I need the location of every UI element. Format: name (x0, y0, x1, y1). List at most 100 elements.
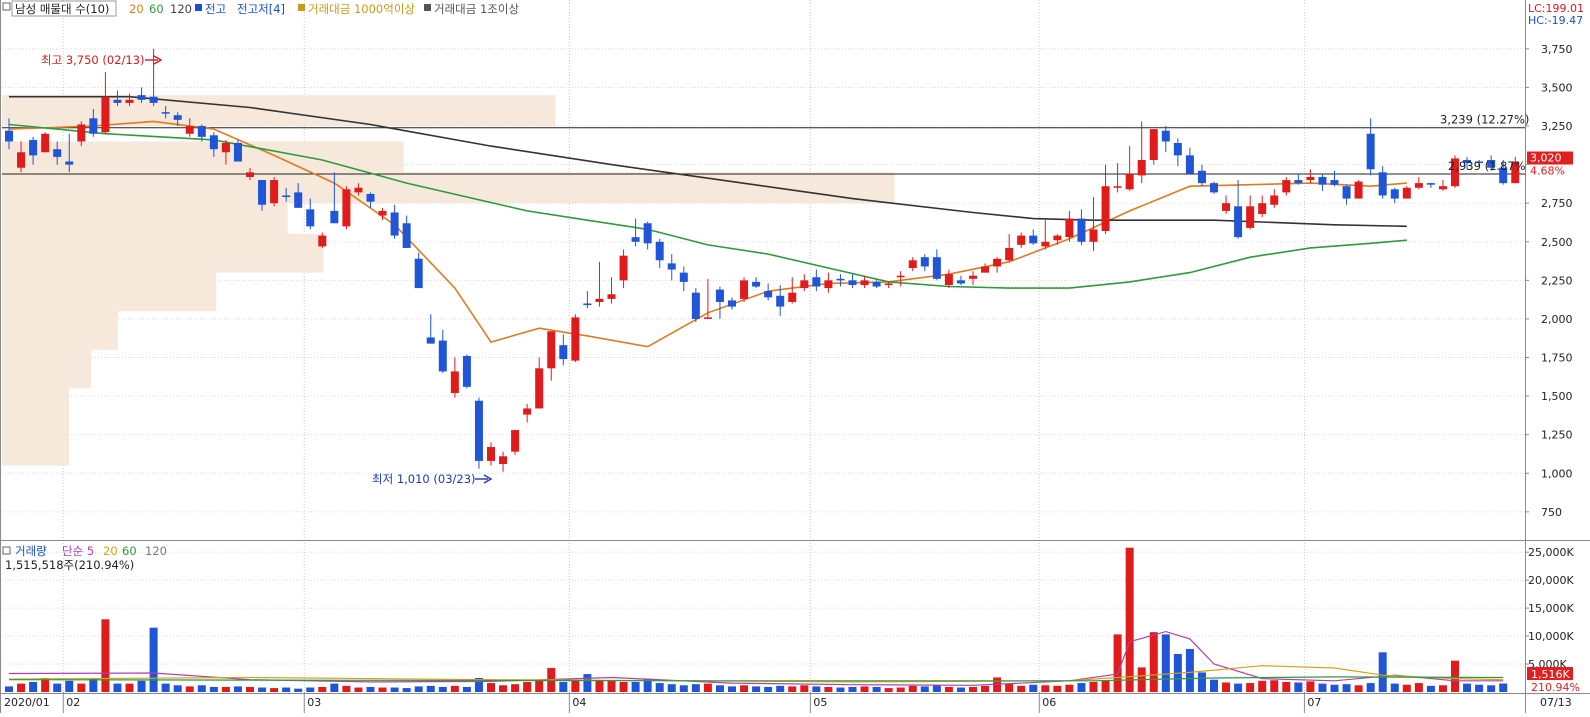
volume-bar[interactable] (679, 685, 688, 692)
candle[interactable] (1089, 197, 1098, 252)
candle[interactable] (1101, 164, 1110, 235)
volume-bar[interactable] (1005, 683, 1014, 692)
volume-bar[interactable] (246, 686, 254, 692)
candle[interactable] (800, 274, 809, 292)
volume-bar[interactable] (1270, 680, 1279, 692)
volume-bar[interactable] (101, 619, 110, 692)
candle[interactable] (1246, 195, 1255, 230)
candle[interactable] (511, 430, 520, 455)
volume-bar[interactable] (571, 679, 580, 692)
volume-bar[interactable] (920, 686, 929, 692)
candle[interactable] (752, 277, 761, 289)
volume-bar[interactable] (691, 684, 700, 692)
volume-bar[interactable] (185, 686, 194, 692)
volume-bar[interactable] (474, 678, 483, 692)
volume-bar[interactable] (65, 680, 74, 692)
candle[interactable] (1426, 183, 1435, 188)
volume-bar[interactable] (1318, 683, 1327, 692)
volume-bar[interactable] (378, 687, 387, 692)
volume-bar[interactable] (1017, 685, 1026, 692)
candle[interactable] (1173, 138, 1182, 167)
legend-checkbox-icon[interactable] (2, 2, 11, 11)
candle[interactable] (932, 249, 941, 281)
volume-bar[interactable] (812, 686, 821, 692)
candle[interactable] (547, 331, 556, 381)
candle[interactable] (679, 266, 688, 292)
candle[interactable] (125, 93, 134, 106)
volume-bar[interactable] (221, 686, 230, 692)
volume-bar[interactable] (1499, 683, 1508, 692)
volume-bar[interactable] (426, 685, 435, 692)
candle[interactable] (185, 118, 194, 137)
candle[interactable] (113, 90, 122, 106)
volume-bar[interactable] (17, 683, 26, 692)
volume-bar[interactable] (1210, 679, 1218, 692)
candle[interactable] (77, 121, 86, 147)
candle[interactable] (5, 118, 13, 150)
volume-bar[interactable] (764, 686, 773, 692)
volume-bar[interactable] (824, 686, 833, 692)
candle[interactable] (1438, 180, 1447, 191)
candle[interactable] (1402, 186, 1411, 199)
candle[interactable] (764, 283, 773, 301)
volume-bar[interactable] (1463, 683, 1472, 692)
candle[interactable] (270, 176, 279, 207)
volume-bar[interactable] (643, 678, 652, 692)
candle[interactable] (246, 167, 254, 181)
candle[interactable] (944, 269, 953, 289)
candle[interactable] (318, 232, 327, 248)
candle[interactable] (173, 112, 182, 127)
candle[interactable] (1511, 156, 1520, 184)
volume-bar[interactable] (800, 685, 809, 692)
candle[interactable] (1270, 189, 1279, 208)
candle[interactable] (390, 204, 399, 239)
candle[interactable] (137, 87, 146, 103)
candle[interactable] (860, 275, 869, 289)
candle[interactable] (1378, 166, 1387, 199)
legend-checkbox-icon[interactable] (2, 546, 11, 555)
volume-bar[interactable] (1330, 684, 1339, 692)
volume-bar[interactable] (149, 627, 158, 692)
volume-bar[interactable] (523, 681, 532, 692)
candle[interactable] (655, 238, 664, 269)
volume-bar[interactable] (1306, 681, 1315, 692)
volume-bar[interactable] (1294, 682, 1303, 692)
candle[interactable] (981, 263, 990, 273)
candle[interactable] (474, 397, 483, 469)
volume-bar[interactable] (1089, 681, 1098, 692)
candle[interactable] (438, 329, 447, 373)
candle[interactable] (1318, 173, 1327, 191)
candle[interactable] (414, 252, 423, 289)
candle[interactable] (149, 48, 158, 106)
candle[interactable] (836, 274, 845, 287)
volume-bar[interactable] (667, 684, 676, 692)
volume-bar[interactable] (1438, 685, 1447, 692)
volume-bar[interactable] (1161, 634, 1170, 692)
candle[interactable] (1149, 129, 1158, 165)
candle[interactable] (101, 72, 110, 134)
candle[interactable] (1210, 181, 1218, 194)
volume-bar[interactable] (944, 686, 953, 692)
candle[interactable] (667, 254, 676, 281)
volume-bar[interactable] (209, 686, 218, 692)
stock-label-box[interactable] (11, 0, 117, 17)
candle[interactable] (740, 277, 749, 302)
candle[interactable] (1017, 232, 1026, 248)
volume-bar[interactable] (462, 686, 471, 692)
candle[interactable] (1077, 209, 1086, 245)
candle[interactable] (233, 139, 242, 162)
candle[interactable] (703, 278, 712, 319)
candle[interactable] (1306, 169, 1315, 184)
volume-bar[interactable] (499, 685, 508, 692)
candle[interactable] (643, 221, 652, 250)
volume-bar[interactable] (1149, 632, 1158, 692)
volume-bars-layer[interactable] (5, 547, 1508, 692)
volume-bar[interactable] (860, 686, 869, 692)
candle[interactable] (1487, 155, 1496, 171)
candle[interactable] (728, 297, 736, 310)
candle[interactable] (619, 249, 628, 289)
volume-bar[interactable] (366, 686, 375, 692)
volume-bar[interactable] (981, 685, 990, 692)
volume-bar[interactable] (776, 685, 785, 692)
